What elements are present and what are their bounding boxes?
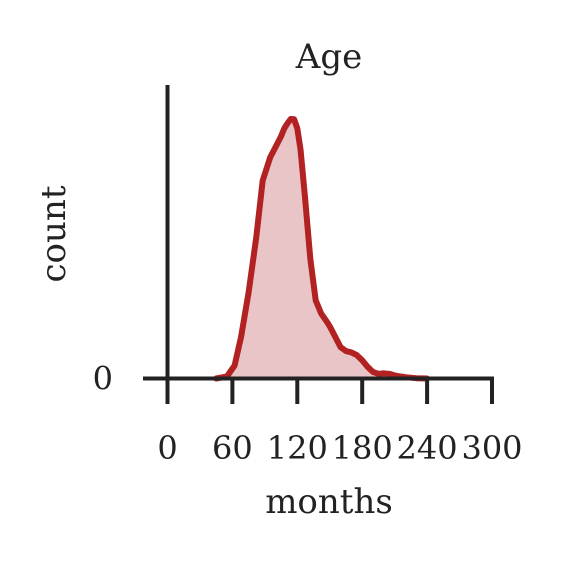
x-tick-label: 120	[267, 429, 328, 467]
density-line	[213, 116, 431, 382]
y-tick-label: 0	[93, 360, 113, 398]
x-axis-label: months	[265, 482, 393, 522]
x-tick-label: 180	[332, 429, 393, 467]
chart-title: Age	[295, 37, 362, 77]
y-axis-label: count	[34, 185, 74, 282]
x-tick-label: 60	[212, 429, 253, 467]
x-axis-ticks: 0 60 120 180 240 300	[157, 378, 523, 467]
x-tick-label: 240	[397, 429, 458, 467]
density-area-fill	[216, 119, 428, 379]
y-axis-ticks: 0	[93, 360, 113, 398]
x-tick-label: 300	[461, 429, 522, 467]
x-tick-label: 0	[157, 429, 177, 467]
